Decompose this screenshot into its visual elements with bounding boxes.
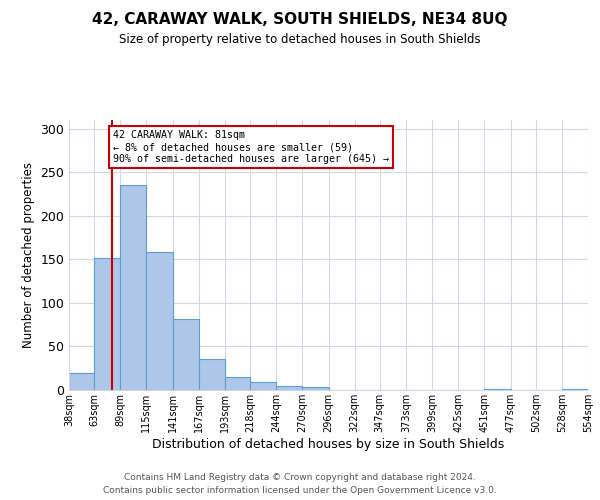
Bar — [225, 377, 250, 390]
Text: Contains HM Land Registry data © Crown copyright and database right 2024.: Contains HM Land Registry data © Crown c… — [124, 472, 476, 482]
Bar — [120, 186, 146, 390]
Bar — [94, 258, 120, 390]
Bar — [173, 320, 199, 390]
Bar — [69, 372, 94, 390]
Bar — [302, 386, 329, 390]
Bar — [276, 386, 302, 390]
X-axis label: Distribution of detached houses by size in South Shields: Distribution of detached houses by size … — [152, 438, 505, 450]
Bar — [199, 358, 225, 390]
Bar — [484, 389, 511, 390]
Bar — [146, 252, 173, 390]
Text: Size of property relative to detached houses in South Shields: Size of property relative to detached ho… — [119, 32, 481, 46]
Y-axis label: Number of detached properties: Number of detached properties — [22, 162, 35, 348]
Text: Contains public sector information licensed under the Open Government Licence v3: Contains public sector information licen… — [103, 486, 497, 495]
Bar — [562, 389, 588, 390]
Text: 42, CARAWAY WALK, SOUTH SHIELDS, NE34 8UQ: 42, CARAWAY WALK, SOUTH SHIELDS, NE34 8U… — [92, 12, 508, 28]
Bar — [250, 382, 276, 390]
Text: 42 CARAWAY WALK: 81sqm
← 8% of detached houses are smaller (59)
90% of semi-deta: 42 CARAWAY WALK: 81sqm ← 8% of detached … — [113, 130, 389, 164]
